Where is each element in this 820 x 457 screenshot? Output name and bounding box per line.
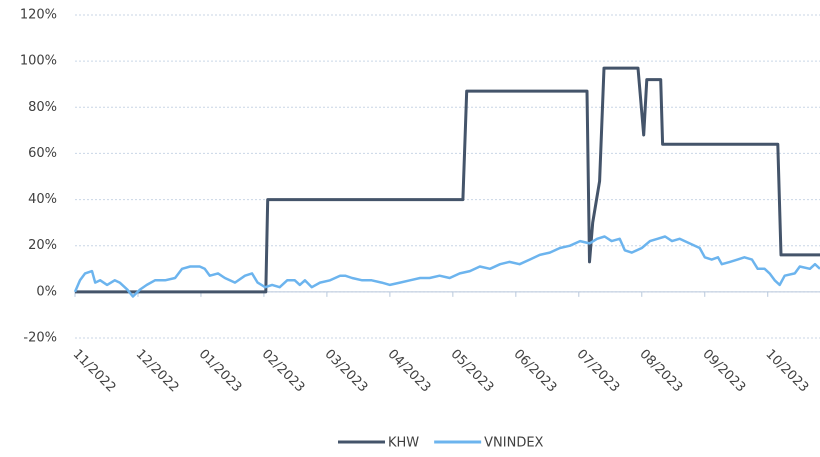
series-line	[73, 235, 820, 298]
y-tick-label: 20%	[28, 238, 57, 253]
x-tick-label: 07/2023	[574, 347, 623, 396]
x-tick-label: 06/2023	[511, 347, 560, 396]
x-tick-label: 01/2023	[196, 347, 245, 396]
x-tick-label: 04/2023	[385, 347, 434, 396]
x-tick-label: 02/2023	[259, 347, 308, 396]
x-tick-label: 05/2023	[448, 347, 497, 396]
x-tick-label: 12/2022	[133, 347, 182, 396]
y-tick-label: 100%	[20, 54, 57, 69]
y-tick-label: 80%	[28, 100, 57, 115]
y-tick-label: 40%	[28, 192, 57, 207]
y-tick-label: 120%	[20, 8, 57, 23]
x-tick-label: 09/2023	[699, 347, 748, 396]
legend-label: KHW	[388, 436, 419, 451]
series-line	[75, 66, 820, 294]
legend-label: VNINDEX	[484, 436, 543, 451]
x-tick-label: 11/2022	[70, 347, 119, 396]
y-tick-label: 60%	[28, 146, 57, 161]
x-tick-label: 03/2023	[322, 347, 371, 396]
y-tick-label: -20%	[23, 331, 57, 346]
y-tick-label: 0%	[36, 284, 57, 299]
x-tick-label: 10/2023	[762, 347, 811, 396]
x-tick-label: 08/2023	[636, 347, 685, 396]
